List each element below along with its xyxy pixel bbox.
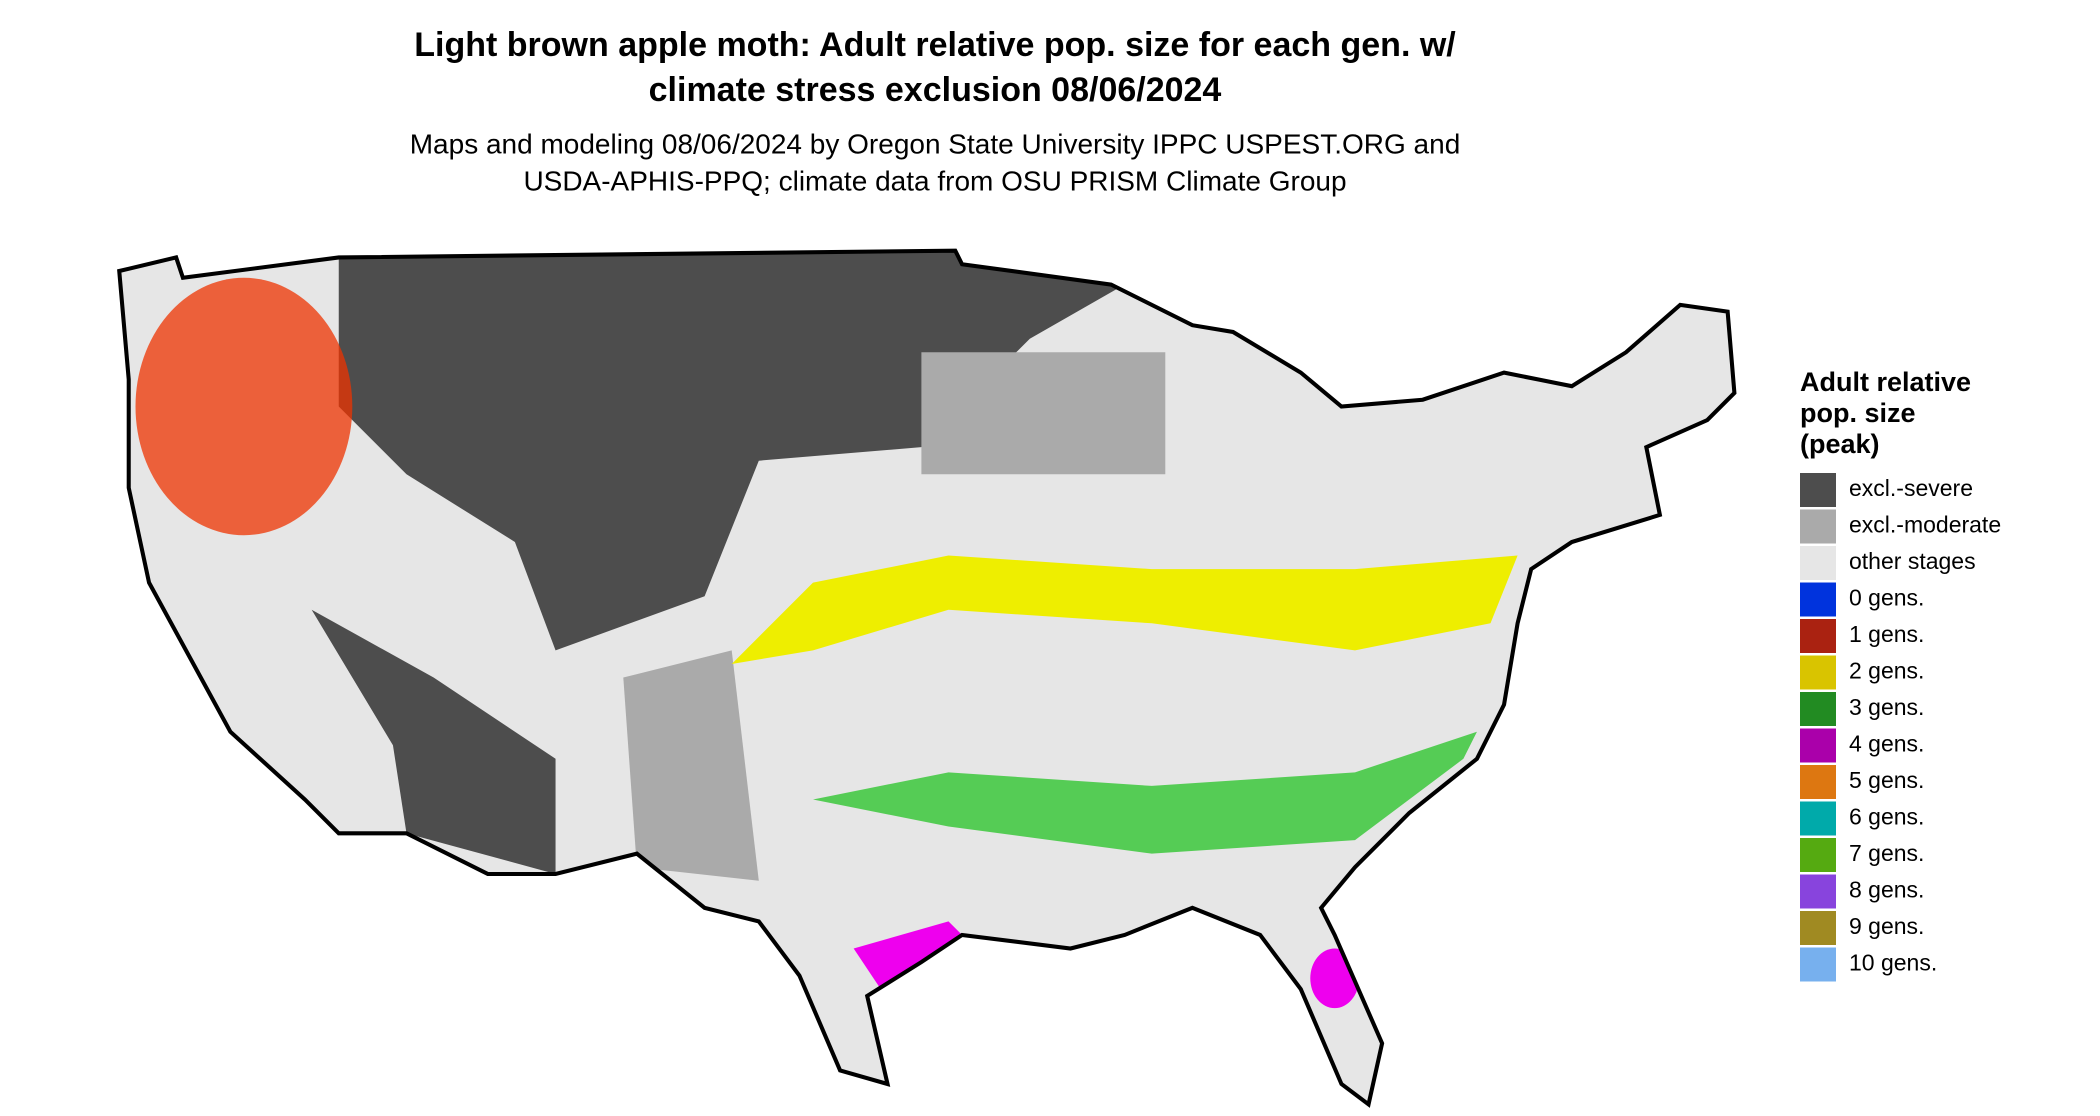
subtitle-line: USDA-APHIS-PPQ; climate data from OSU PR…: [523, 165, 1346, 196]
legend-swatch: [1800, 765, 1836, 799]
region-yellow: [731, 555, 1518, 664]
map-regions: [135, 250, 1518, 1009]
legend-label: excl.-moderate: [1849, 512, 2001, 538]
legend-label: 2 gens.: [1849, 658, 1924, 684]
title-line: Light brown apple moth: Adult relative p…: [414, 26, 1456, 64]
legend-label: excl.-severe: [1849, 475, 1973, 501]
region-red: [135, 277, 353, 536]
legend-swatch: [1800, 546, 1836, 580]
legend-label: 0 gens.: [1849, 585, 1924, 611]
legend-label: 5 gens.: [1849, 767, 1924, 793]
legend-swatch: [1800, 509, 1836, 544]
title-line: climate stress exclusion 08/06/2024: [649, 71, 1222, 109]
legend-label: 3 gens.: [1849, 694, 1924, 720]
legend-title: Adult relative: [1800, 367, 1971, 397]
legend-label: 6 gens.: [1849, 804, 1924, 830]
legend-swatch: [1800, 838, 1836, 872]
subtitle-line: Maps and modeling 08/06/2024 by Oregon S…: [410, 128, 1461, 159]
us-map: [119, 244, 1734, 1104]
legend-swatch: [1800, 473, 1836, 507]
legend-swatch: [1800, 728, 1836, 763]
legend-swatch: [1800, 911, 1836, 945]
legend-label: 10 gens.: [1849, 950, 1937, 976]
region-moderate: [921, 352, 1166, 475]
legend-label: 1 gens.: [1849, 621, 1924, 647]
region-green: [813, 731, 1477, 854]
legend-title: (peak): [1800, 429, 1880, 459]
region-severe: [311, 609, 556, 874]
legend-label: 4 gens.: [1849, 731, 1924, 757]
legend-swatch: [1800, 619, 1836, 653]
legend-swatch: [1800, 655, 1836, 690]
region-magenta: [853, 921, 976, 990]
legend-title: pop. size: [1800, 398, 1916, 428]
legend-swatch: [1800, 874, 1836, 909]
legend-label: 7 gens.: [1849, 840, 1924, 866]
legend-label: 8 gens.: [1849, 877, 1924, 903]
region-severe: [338, 250, 1125, 651]
legend-swatch: [1800, 947, 1836, 982]
legend-label: 9 gens.: [1849, 913, 1924, 939]
legend-swatch: [1800, 582, 1836, 617]
legend-swatch: [1800, 692, 1836, 726]
region-moderate: [623, 650, 759, 881]
legend-label: other stages: [1849, 548, 1976, 574]
legend-swatch: [1800, 801, 1836, 836]
